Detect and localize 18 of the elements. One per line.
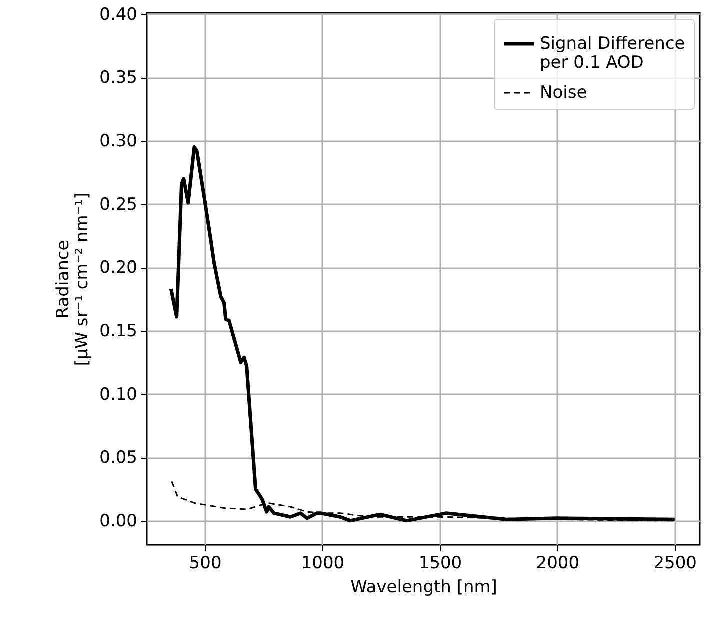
y-tick-label: 0.05	[100, 448, 138, 468]
x-tick-label: 500	[189, 554, 222, 574]
y-axis-title: Radiance [μW sr⁻¹ cm⁻² nm⁻¹]	[54, 192, 93, 366]
y-tick-label: 0.00	[100, 511, 138, 532]
y-tick-label: 0.15	[100, 321, 138, 342]
x-axis-title: Wavelength [nm]	[350, 578, 498, 598]
x-tick-label: 2000	[536, 554, 580, 574]
y-tick-label: 0.30	[100, 131, 138, 152]
legend-label: Noise	[540, 83, 588, 103]
y-tick-label: 0.40	[100, 4, 138, 25]
x-tick-label: 1500	[418, 554, 462, 574]
x-tick-label: 1000	[301, 554, 345, 574]
x-tick-label: 2500	[654, 554, 697, 574]
y-tick-label: 0.10	[100, 384, 138, 405]
y-tick-label: 0.35	[100, 68, 138, 88]
y-tick-label: 0.20	[100, 258, 138, 278]
y-tick-label: 0.25	[100, 194, 138, 215]
legend-label: Signal Difference per 0.1 AOD	[540, 34, 686, 73]
